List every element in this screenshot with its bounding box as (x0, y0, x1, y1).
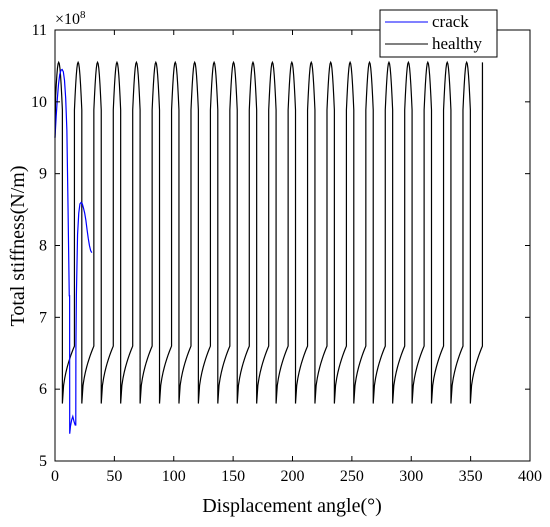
series-layer (54, 60, 484, 434)
x-tick-label: 200 (281, 468, 305, 485)
y-tick-label: 7 (39, 309, 47, 326)
y-axis-ticks: 5 6 7 8 9 10 11 (31, 22, 530, 470)
x-tick-label: 100 (162, 468, 186, 485)
plot-area (55, 30, 530, 461)
legend-label-crack: crack (432, 12, 469, 31)
legend-label-healthy: healthy (432, 34, 483, 53)
y-multiplier-base: ×10 (55, 11, 80, 28)
legend: crack healthy (379, 9, 498, 58)
y-axis-title: Total stiffness(N/m) (7, 166, 29, 327)
x-tick-label: 300 (399, 468, 423, 485)
y-tick-label: 10 (31, 94, 47, 111)
x-tick-label: 350 (459, 468, 483, 485)
x-tick-label: 50 (106, 468, 122, 485)
x-tick-label: 400 (518, 468, 542, 485)
y-tick-label: 6 (39, 381, 47, 398)
y-multiplier: ×108 (55, 9, 86, 28)
x-axis-title: Displacement angle(°) (202, 495, 382, 517)
y-tick-label: 9 (39, 166, 47, 183)
y-tick-label: 11 (32, 22, 47, 39)
x-tick-label: 150 (221, 468, 245, 485)
y-tick-label: 5 (39, 453, 47, 470)
legend-box (379, 9, 498, 58)
y-multiplier-exponent: 8 (80, 9, 86, 21)
y-tick-label: 8 (39, 238, 47, 255)
series-line-healthy (54, 60, 484, 404)
series-line-crack (54, 68, 93, 434)
x-axis-ticks: 0 50 100 150 200 250 300 350 400 (51, 30, 542, 485)
x-tick-label: 0 (51, 468, 59, 485)
x-tick-label: 250 (340, 468, 364, 485)
